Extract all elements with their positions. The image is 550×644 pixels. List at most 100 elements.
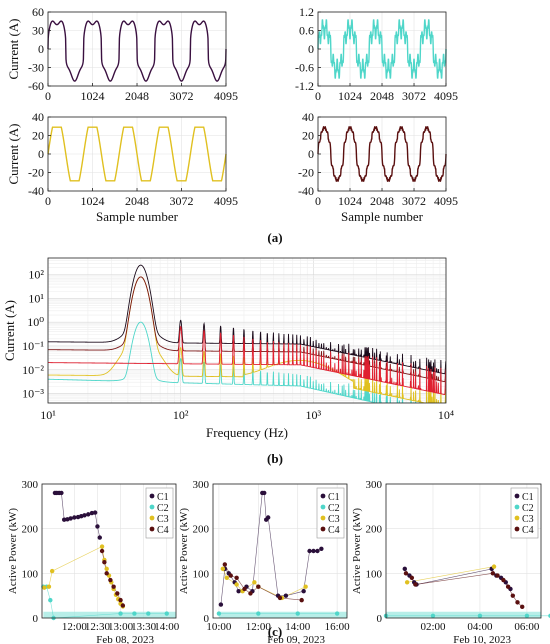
x-tick-label: 1024 <box>81 194 105 208</box>
point-C1 <box>319 546 324 551</box>
chart-b: 10¹ 10² 10³ 10⁴ 10⁻³ 10⁻² 10⁻¹ 10⁰ 10¹ 10² Frequen… <box>2 257 454 440</box>
y-axis-label: Current (A) <box>6 123 21 184</box>
point-C1 <box>68 516 73 521</box>
x-tick-label: 4095 <box>434 89 458 103</box>
point-C4 <box>256 584 261 589</box>
x-axis-label: Frequency (Hz) <box>206 425 288 440</box>
legend-marker-C4 <box>149 526 155 532</box>
x-tick-label: 4095 <box>214 89 238 103</box>
point-C2 <box>118 611 123 616</box>
point-C1 <box>236 589 241 594</box>
point-C3 <box>491 564 497 569</box>
point-C4 <box>99 548 105 554</box>
y-tick-label: 0 <box>308 147 314 161</box>
point-C2 <box>132 611 137 616</box>
y-tick-label: -0.6 <box>295 61 314 75</box>
legend-label-C1: C1 <box>328 492 340 503</box>
point-C4 <box>108 577 113 583</box>
point-C4 <box>515 600 520 605</box>
y-tick-label: 300 <box>366 479 383 491</box>
point-C3 <box>303 584 308 589</box>
y-tick-label: -40 <box>28 184 44 198</box>
point-C4 <box>490 571 496 576</box>
chart-a2: 0 1024 2048 3072 4095-1.2-0.600.61.2 <box>295 5 458 103</box>
y-axis-label: Active Power (kW) <box>178 508 190 594</box>
x-tick-label: 12:00 <box>62 621 88 633</box>
x-tick-label: 10³ <box>306 408 322 422</box>
spectrum-series-4 <box>48 264 446 375</box>
point-C1 <box>92 510 98 515</box>
y-tick-label: 300 <box>193 479 210 491</box>
y-axis-label: Active Power (kW) <box>351 508 363 594</box>
legend-marker-C3 <box>149 515 155 521</box>
y-tick-label: 10⁻¹ <box>22 339 44 353</box>
y-tick-label: 0 <box>204 613 210 625</box>
x-tick-label: 14:00 <box>154 621 180 633</box>
legend-marker-C2 <box>514 504 520 510</box>
point-C1 <box>82 513 87 518</box>
point-C3 <box>46 584 52 589</box>
legend-marker-C3 <box>514 515 520 521</box>
spectrum-series-2 <box>48 276 446 403</box>
waveform-line <box>317 126 447 182</box>
legend-label-C1: C1 <box>157 492 169 503</box>
point-C4 <box>228 573 233 578</box>
point-C4 <box>277 595 283 601</box>
point-C3 <box>99 544 105 549</box>
point-C4 <box>505 584 511 589</box>
x-tick-label: 4095 <box>434 194 458 208</box>
panel-label-c: (c) <box>268 624 282 639</box>
y-tick-label: 200 <box>366 524 383 536</box>
x-tick-label: 2048 <box>125 194 149 208</box>
x-tick-label: 02:00 <box>420 621 446 633</box>
x-tick-label: 2048 <box>370 194 394 208</box>
x-axis-label: Sample number <box>96 209 179 224</box>
point-C1 <box>89 510 95 516</box>
y-tick-label: 0 <box>38 147 44 161</box>
y-tick-label: 10² <box>28 268 44 282</box>
date-label: Feb 09, 2023 <box>267 634 325 644</box>
x-tick-label: 12:00 <box>246 621 272 633</box>
spectrum-series-5 <box>48 325 446 396</box>
point-C2 <box>430 613 436 618</box>
y-tick-label: 60 <box>32 5 44 19</box>
legend-label-C4: C4 <box>157 525 169 536</box>
point-C4 <box>104 571 109 576</box>
y-axis-label: Current (A) <box>2 300 17 361</box>
waveform-line <box>317 19 447 79</box>
x-tick-label: 2048 <box>125 89 149 103</box>
point-C4 <box>495 573 500 578</box>
point-C3 <box>224 575 229 580</box>
c2-baseline-band <box>43 611 177 618</box>
spectrum-series-1 <box>48 321 446 403</box>
y-tick-label: 20 <box>302 129 314 143</box>
y-tick-label: -40 <box>298 184 314 198</box>
point-C1 <box>218 602 224 607</box>
point-C4 <box>510 593 516 598</box>
point-C2 <box>164 611 169 616</box>
panel-label-b: (b) <box>267 451 283 466</box>
y-tick-label: -60 <box>28 79 44 93</box>
point-C4 <box>242 586 247 592</box>
x-tick-label: 10⁴ <box>438 408 454 422</box>
panel-label-a: (a) <box>267 230 282 245</box>
legend-label-C1: C1 <box>522 492 534 503</box>
legend-marker-C2 <box>320 504 326 510</box>
x-tick-label: 0 <box>315 89 321 103</box>
point-C4 <box>234 575 239 580</box>
legend-marker-C4 <box>514 526 520 532</box>
x-tick-label: 3072 <box>402 194 426 208</box>
y-tick-label: 300 <box>22 479 39 491</box>
point-C3 <box>42 585 47 590</box>
point-C1 <box>283 593 289 598</box>
plot-frame <box>212 483 348 619</box>
x-tick-label: 14:00 <box>285 621 311 633</box>
date-label: Feb 10, 2023 <box>453 634 511 644</box>
point-C4 <box>501 577 506 583</box>
c2-baseline-band <box>386 611 541 618</box>
